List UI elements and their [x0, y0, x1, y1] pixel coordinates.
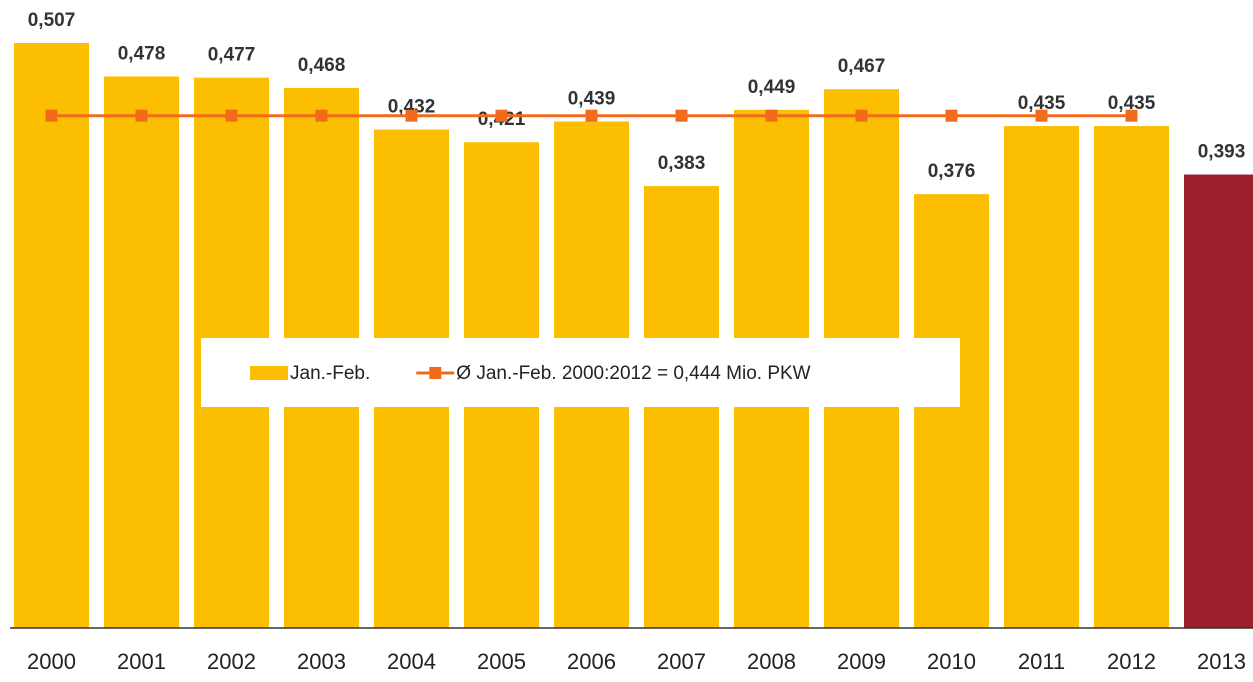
x-tick-label: 2009 [837, 649, 886, 674]
value-label: 0,435 [1108, 93, 1156, 114]
bar [1004, 126, 1079, 629]
bar [1094, 126, 1169, 629]
value-label: 0,477 [208, 45, 256, 66]
x-tick-label: 2001 [117, 649, 166, 674]
x-tick-label: 2005 [477, 649, 526, 674]
x-tick-label: 2010 [927, 649, 976, 674]
value-label: 0,439 [568, 88, 616, 109]
line-marker [225, 109, 238, 122]
x-tick-label: 2006 [567, 649, 616, 674]
line-marker [135, 109, 148, 122]
value-label: 0,449 [748, 77, 796, 98]
x-tick-label: 2011 [1018, 649, 1065, 674]
legend-box [201, 338, 960, 407]
value-label: 0,393 [1198, 142, 1246, 163]
value-label: 0,383 [658, 153, 706, 174]
legend-marker [429, 367, 442, 379]
line-marker [495, 109, 508, 122]
value-label: 0,467 [838, 56, 886, 77]
x-tick-label: 2013 [1197, 649, 1246, 674]
bar [104, 76, 179, 628]
value-label: 0,376 [928, 161, 976, 182]
bar [14, 43, 89, 628]
x-tick-label: 2004 [387, 649, 436, 674]
x-tick-label: 2007 [657, 649, 706, 674]
value-label: 0,507 [28, 10, 76, 31]
line-marker [945, 109, 958, 122]
line-marker [1035, 109, 1048, 122]
value-label: 0,432 [388, 97, 436, 118]
line-marker [765, 109, 778, 122]
x-tick-label: 2008 [747, 649, 796, 674]
line-marker [315, 109, 328, 122]
line-marker [675, 109, 688, 122]
legend-swatch [250, 366, 288, 380]
x-tick-label: 2000 [27, 649, 76, 674]
value-label: 0,435 [1018, 93, 1066, 114]
x-tick-label: 2012 [1107, 649, 1156, 674]
line-marker [585, 109, 598, 122]
legend-label: Jan.-Feb. [290, 363, 370, 384]
line-marker [405, 109, 418, 122]
value-label: 0,468 [298, 55, 346, 76]
x-tick-label: 2002 [207, 649, 256, 674]
line-marker [45, 109, 58, 122]
line-marker [1125, 109, 1138, 122]
bar [1184, 174, 1253, 629]
value-label: 0,478 [118, 43, 166, 64]
bar [914, 194, 989, 628]
legend-label: Ø Jan.-Feb. 2000:2012 = 0,444 Mio. PKW [456, 363, 810, 384]
bar [644, 186, 719, 629]
line-marker [855, 109, 868, 122]
x-tick-label: 2003 [297, 649, 346, 674]
